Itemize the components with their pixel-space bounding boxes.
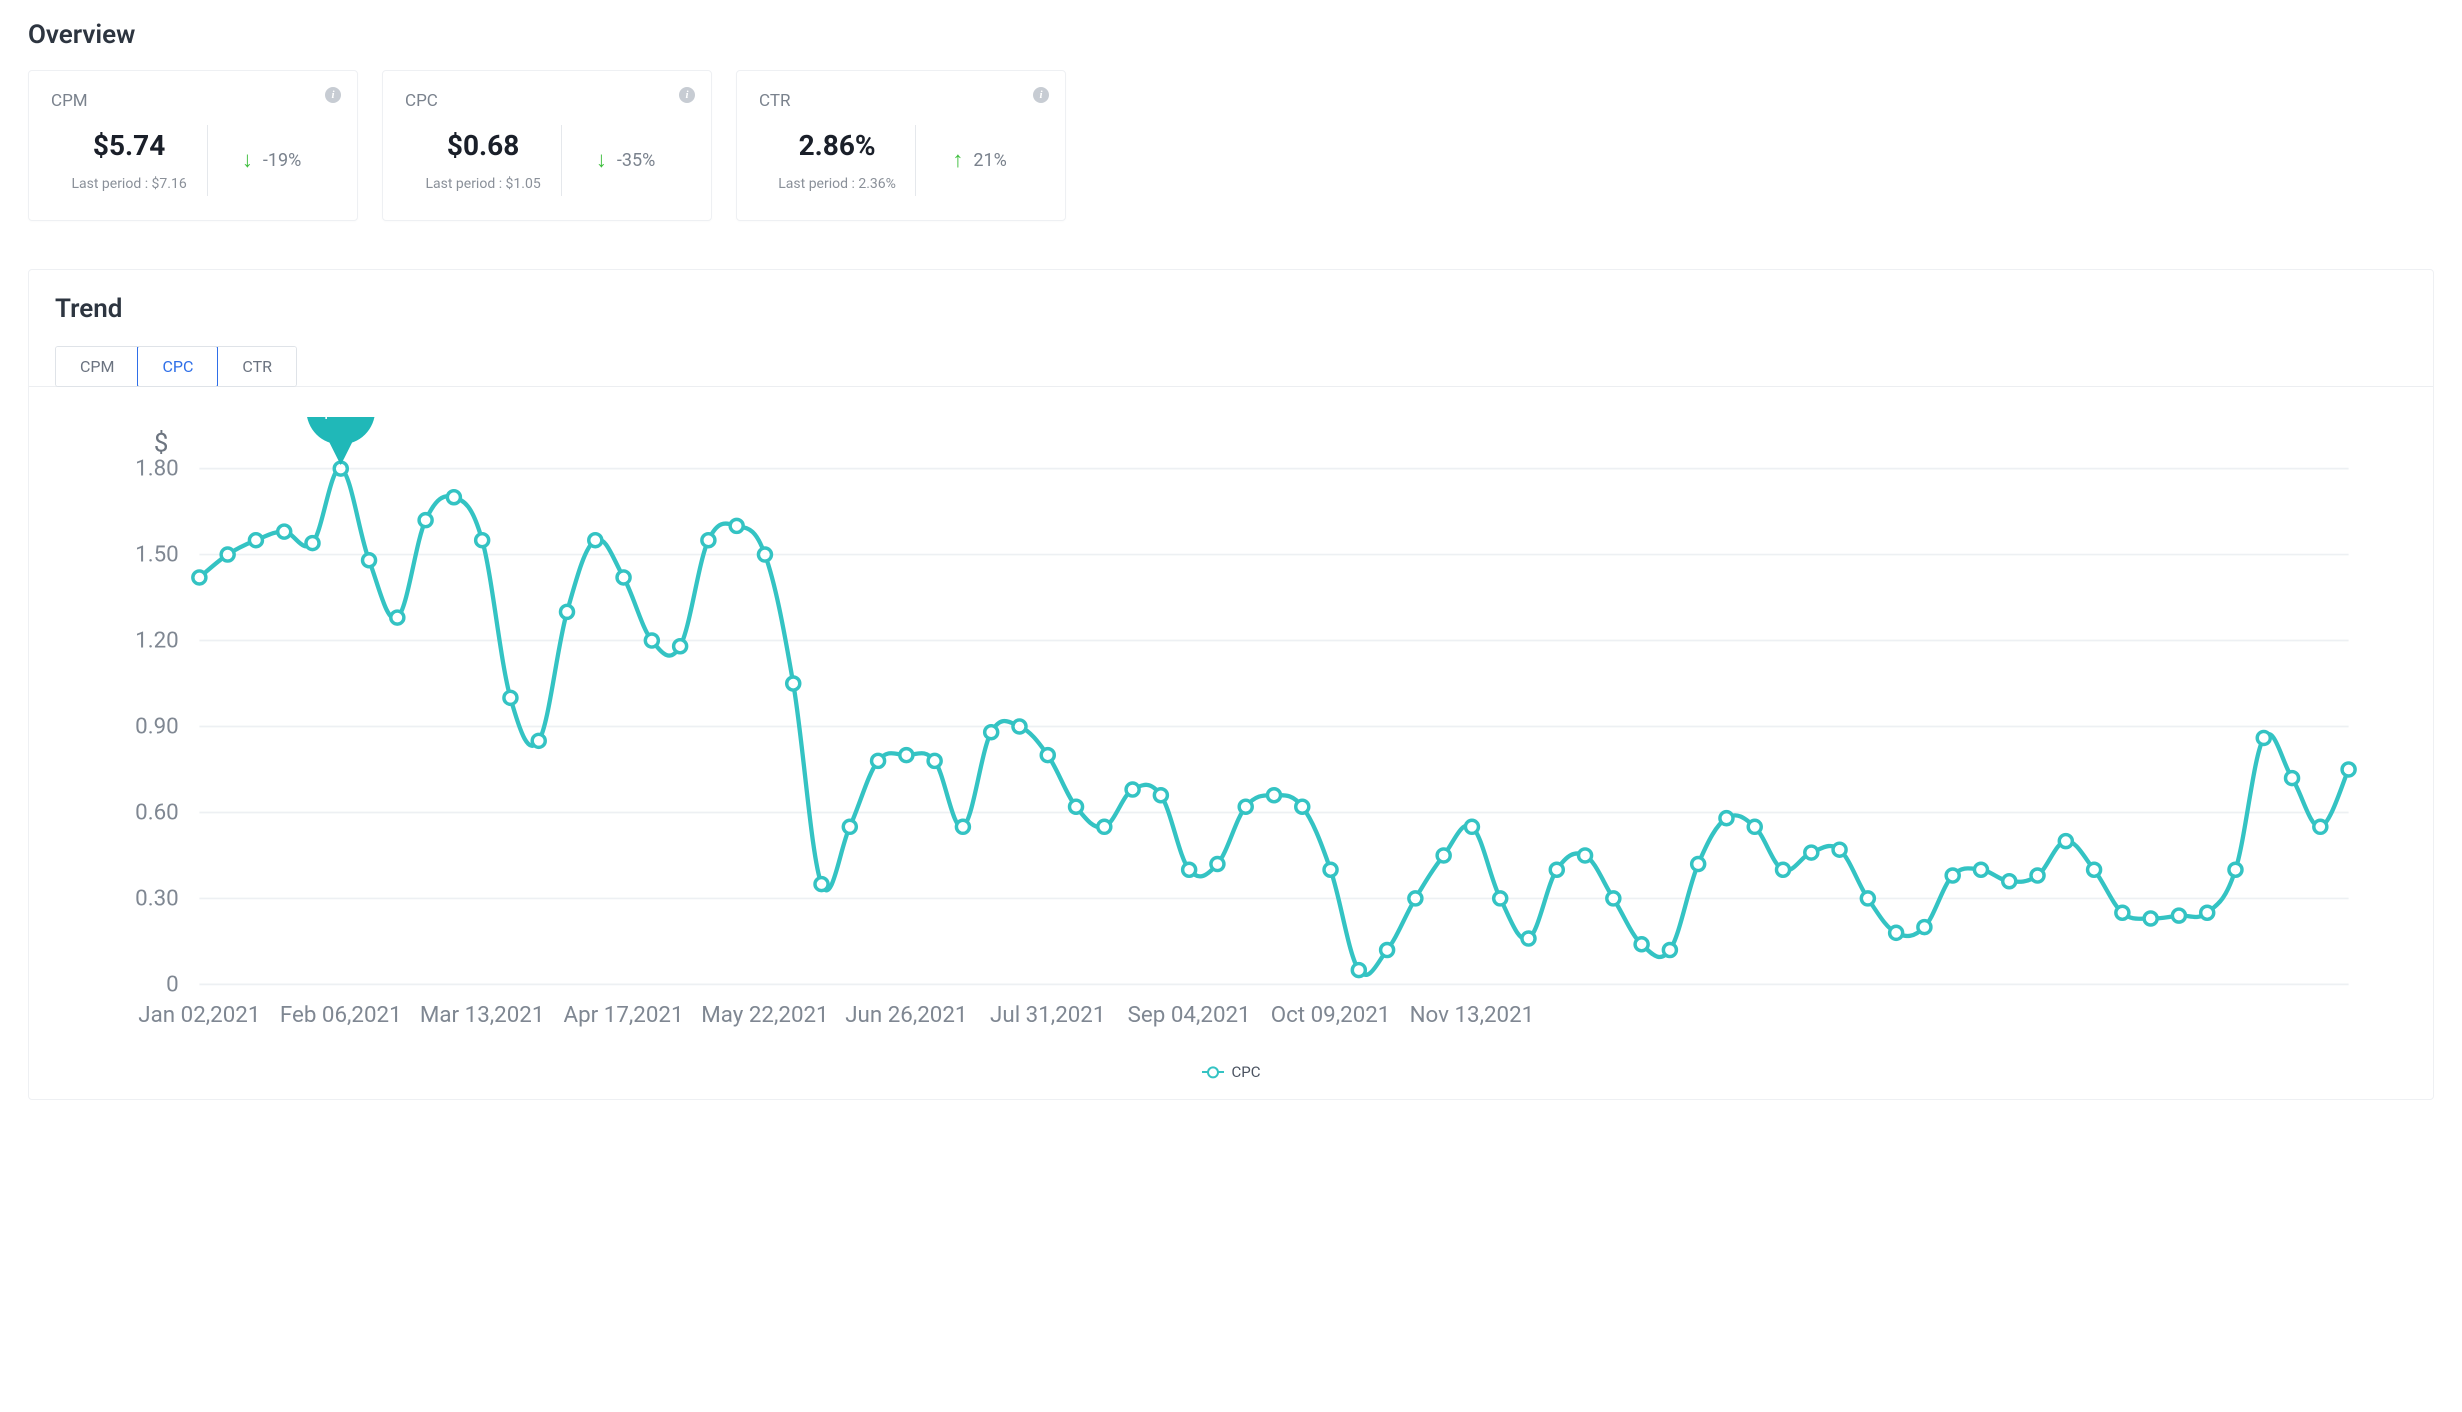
metric-card-label: CPC — [405, 91, 689, 111]
info-icon[interactable]: i — [325, 87, 341, 103]
metric-value: $5.74 — [51, 129, 207, 162]
metric-delta: ↑ 21% — [916, 129, 1043, 192]
svg-text:Feb 06,2021: Feb 06,2021 — [280, 1002, 402, 1028]
svg-text:$1.8: $1.8 — [320, 417, 361, 423]
metric-delta: ↓ -35% — [562, 129, 689, 192]
svg-text:0.60: 0.60 — [135, 799, 179, 825]
metric-card-cpm: i CPM $5.74 Last period : $7.16 ↓ -19% — [28, 70, 358, 221]
legend-label: CPC — [1232, 1063, 1261, 1081]
chart-tooltip: $1.8 — [306, 417, 375, 465]
trend-title: Trend — [55, 294, 2407, 324]
tab-ctr[interactable]: CTR — [217, 347, 296, 386]
metric-last-period: Last period : $1.05 — [405, 176, 561, 192]
svg-text:1.50: 1.50 — [135, 541, 179, 567]
trend-tabs: CPM CPC CTR — [55, 346, 297, 387]
svg-text:0.90: 0.90 — [135, 713, 179, 739]
svg-text:Jun 26,2021: Jun 26,2021 — [845, 1002, 967, 1028]
svg-text:Mar 13,2021: Mar 13,2021 — [420, 1002, 545, 1028]
metric-delta-value: -35% — [617, 150, 655, 171]
svg-text:0.30: 0.30 — [135, 885, 179, 911]
metric-value: 2.86% — [759, 129, 915, 162]
svg-text:Jan 02,2021: Jan 02,2021 — [138, 1002, 260, 1028]
chart-legend: CPC — [79, 1063, 2383, 1081]
tab-cpm[interactable]: CPM — [56, 347, 138, 386]
metric-card-ctr: i CTR 2.86% Last period : 2.36% ↑ 21% — [736, 70, 1066, 221]
trend-chart: 0 0.30 0.60 0.90 1.20 1.50 1.80$ Jan 02,2021 Feb… — [29, 387, 2433, 1081]
info-icon[interactable]: i — [679, 87, 695, 103]
svg-text:Oct 09,2021: Oct 09,2021 — [1271, 1002, 1391, 1028]
metric-card-label: CTR — [759, 91, 1043, 111]
arrow-up-icon: ↑ — [952, 150, 963, 172]
metric-last-period: Last period : 2.36% — [759, 176, 915, 192]
metric-card-label: CPM — [51, 91, 335, 111]
arrow-down-icon: ↓ — [242, 150, 253, 172]
svg-text:Nov 13,2021: Nov 13,2021 — [1410, 1002, 1535, 1028]
metric-delta-value: 21% — [973, 150, 1006, 171]
trend-panel: Trend CPM CPC CTR 0 0.30 0.60 0.90 1.20 1.50 1… — [28, 269, 2434, 1100]
overview-title: Overview — [28, 20, 2434, 50]
svg-text:0: 0 — [166, 971, 179, 997]
metric-last-period: Last period : $7.16 — [51, 176, 207, 192]
svg-text:Apr 17,2021: Apr 17,2021 — [564, 1002, 684, 1028]
legend-swatch-icon — [1202, 1071, 1224, 1073]
svg-text:Sep 04,2021: Sep 04,2021 — [1128, 1002, 1251, 1028]
svg-text:May 22,2021: May 22,2021 — [701, 1002, 828, 1028]
metric-delta: ↓ -19% — [208, 129, 335, 192]
info-icon[interactable]: i — [1033, 87, 1049, 103]
metric-delta-value: -19% — [263, 150, 301, 171]
metric-card-cpc: i CPC $0.68 Last period : $1.05 ↓ -35% — [382, 70, 712, 221]
svg-text:1.80: 1.80 — [135, 455, 179, 481]
overview-cards: i CPM $5.74 Last period : $7.16 ↓ -19% i… — [28, 70, 2434, 221]
arrow-down-icon: ↓ — [596, 150, 607, 172]
metric-value: $0.68 — [405, 129, 561, 162]
tab-cpc[interactable]: CPC — [137, 346, 218, 387]
svg-text:Jul 31,2021: Jul 31,2021 — [990, 1002, 1105, 1028]
svg-text:$: $ — [154, 428, 168, 458]
svg-text:1.20: 1.20 — [135, 627, 179, 653]
